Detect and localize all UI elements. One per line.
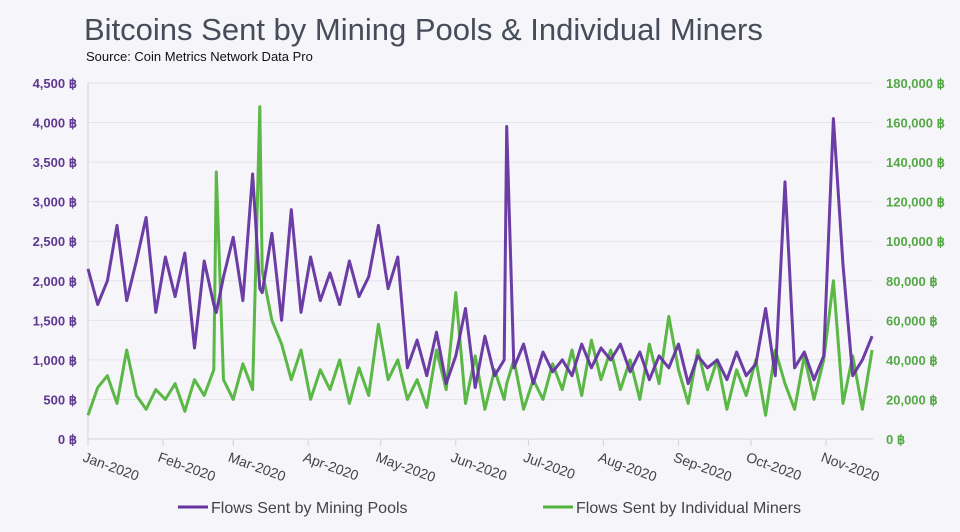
right-y-tick-label: 140,000 ฿ bbox=[886, 155, 945, 170]
x-tick-label: Mar-2020 bbox=[226, 449, 288, 485]
x-tick-label: Feb-2020 bbox=[156, 449, 218, 485]
x-tick-label: Aug-2020 bbox=[596, 449, 659, 485]
right-y-tick-label: 160,000 ฿ bbox=[886, 116, 945, 131]
left-y-tick-label: 2,000 ฿ bbox=[33, 274, 77, 289]
right-y-tick-label: 100,000 ฿ bbox=[886, 234, 945, 249]
x-axis: Jan-2020 Feb-2020 Mar-2020 Apr-2020 May-2020… bbox=[81, 439, 882, 485]
left-y-tick-label: 1,500 ฿ bbox=[33, 313, 77, 328]
series-lines bbox=[86, 105, 874, 417]
x-tick-label: Sep-2020 bbox=[671, 449, 734, 485]
x-tick-label: Jul-2020 bbox=[521, 449, 577, 482]
left-y-tick-label: 3,000 ฿ bbox=[33, 195, 77, 210]
left-y-tick-label: 1,000 ฿ bbox=[33, 353, 77, 368]
right-y-tick-label: 60,000 ฿ bbox=[886, 313, 938, 328]
x-tick-label: Jun-2020 bbox=[449, 449, 510, 484]
x-tick-label: Apr-2020 bbox=[301, 449, 361, 484]
left-y-tick-label: 500 ฿ bbox=[43, 392, 77, 407]
left-y-tick-label: 3,500 ฿ bbox=[33, 155, 77, 170]
left-y-axis: 0 ฿ 500 ฿ 1,000 ฿ 1,500 ฿ 2,000 ฿ 2,500 ฿ 3,00… bbox=[33, 76, 77, 447]
right-y-tick-label: 40,000 ฿ bbox=[886, 353, 938, 368]
x-tick-label: Jan-2020 bbox=[81, 449, 142, 484]
x-tick-label: Nov-2020 bbox=[819, 449, 882, 485]
right-y-axis: 0 ฿ 20,000 ฿ 40,000 ฿ 60,000 ฿ 80,000 ฿ 100,0… bbox=[886, 76, 945, 447]
left-y-tick-label: 0 ฿ bbox=[58, 432, 77, 447]
right-y-tick-label: 180,000 ฿ bbox=[886, 76, 945, 91]
left-y-tick-label: 4,500 ฿ bbox=[33, 76, 77, 91]
chart-subtitle: Source: Coin Metrics Network Data Pro bbox=[86, 49, 313, 64]
chart-title: Bitcoins Sent by Mining Pools & Individu… bbox=[84, 12, 763, 47]
right-y-tick-label: 120,000 ฿ bbox=[886, 195, 945, 210]
legend-label-individual-miners: Flows Sent by Individual Miners bbox=[576, 500, 801, 517]
legend: Flows Sent by Mining Pools Flows Sent by… bbox=[178, 500, 801, 517]
x-tick-label: May-2020 bbox=[374, 449, 438, 485]
right-y-tick-label: 20,000 ฿ bbox=[886, 392, 938, 407]
x-tick-label: Oct-2020 bbox=[744, 449, 804, 484]
legend-label-mining-pools: Flows Sent by Mining Pools bbox=[211, 500, 408, 517]
right-y-tick-label: 0 ฿ bbox=[886, 432, 905, 447]
left-y-tick-label: 4,000 ฿ bbox=[33, 116, 77, 131]
right-y-tick-label: 80,000 ฿ bbox=[886, 274, 938, 289]
series-line-mining-pools bbox=[86, 117, 874, 390]
left-y-tick-label: 2,500 ฿ bbox=[33, 234, 77, 249]
